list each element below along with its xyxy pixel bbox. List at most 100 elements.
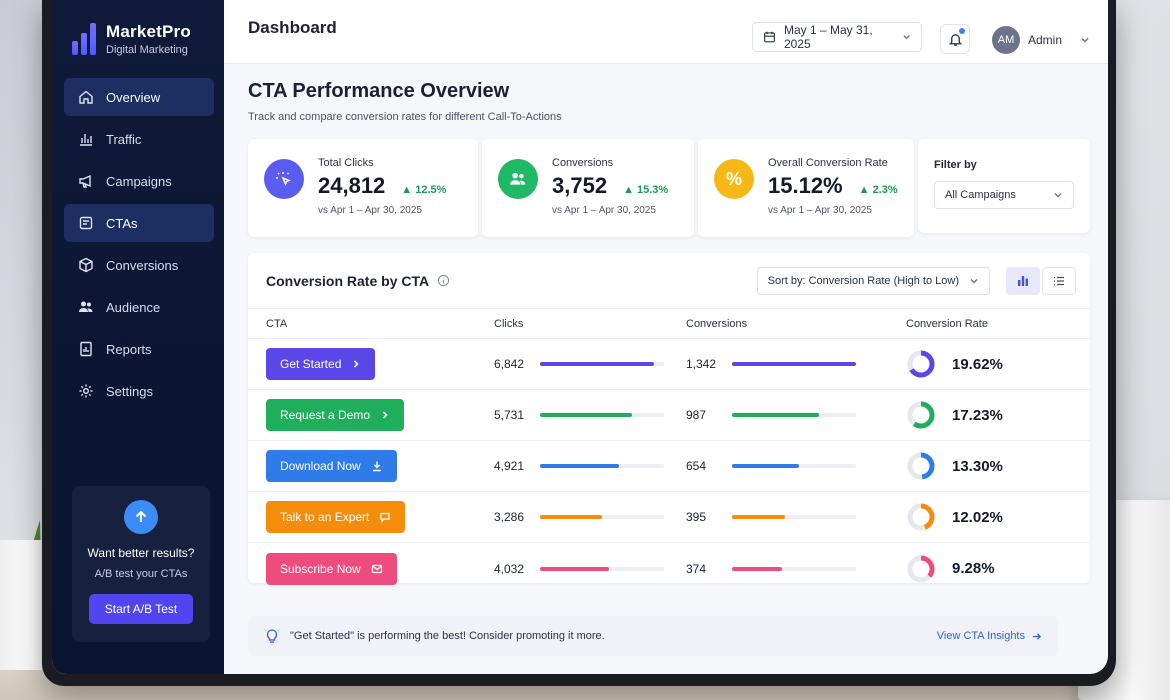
bell-icon	[948, 33, 962, 46]
chevron-down-icon	[1054, 193, 1062, 198]
stat-value: 24,812	[318, 173, 386, 198]
ab-test-promo: Want better results? A/B test your CTAs …	[72, 486, 210, 642]
stat-delta: ▲ 15.3%	[623, 184, 669, 196]
sidebar-item-label: Reports	[106, 341, 152, 357]
sidebar-item-traffic[interactable]: Traffic	[64, 120, 214, 158]
sidebar-nav: Overview Traffic Campaigns CTAs Conversi…	[52, 78, 224, 410]
conversions-value: 395	[686, 510, 707, 524]
cta-button[interactable]: Download Now	[266, 450, 397, 482]
clicks-bar	[540, 515, 664, 519]
sidebar-item-label: Overview	[106, 89, 161, 105]
table-row: Get Started 6,842 1,342 19.62%	[248, 339, 1090, 390]
report-icon	[78, 341, 94, 357]
cta-button[interactable]: Get Started	[266, 348, 376, 380]
arrow-right-icon	[1032, 632, 1042, 640]
stat-label: Conversions	[552, 157, 614, 169]
donut-fill	[907, 350, 935, 378]
chevron-right-icon	[383, 411, 388, 419]
top-bar: Dashboard May 1 – May 31, 2025 AM Admin	[224, 0, 1108, 64]
cursor-click-icon	[264, 159, 304, 199]
conversion-rate-donut	[907, 555, 935, 582]
brand-tagline: Digital Marketing	[106, 44, 188, 56]
users-icon	[498, 159, 538, 199]
table-column-headers: CTA Clicks Conversions Conversion Rate	[248, 309, 1090, 339]
user-menu[interactable]: AM Admin	[992, 26, 1090, 54]
lightbulb-icon	[266, 629, 278, 643]
table-row: Request a Demo 5,731 987 17.23%	[248, 390, 1090, 441]
cta-button[interactable]: Talk to an Expert	[266, 501, 406, 533]
sort-value: Sort by: Conversion Rate (High to Low)	[767, 274, 959, 287]
table-header: Conversion Rate by CTA Sort by: Conversi…	[248, 253, 1090, 309]
sidebar-item-label: Settings	[106, 383, 153, 399]
conversion-rate-donut	[907, 350, 935, 378]
bar-chart-icon	[1018, 275, 1028, 286]
promo-subtitle: A/B test your CTAs	[94, 568, 188, 580]
conversions-bar	[732, 362, 856, 366]
conversions-bar	[732, 464, 856, 468]
promo-title: Want better results?	[87, 546, 195, 560]
conversion-rate-value: 9.28%	[952, 560, 995, 577]
view-cta-insights-link[interactable]: View CTA Insights	[937, 630, 1042, 642]
conversions-bar	[732, 413, 856, 417]
clicks-value: 6,842	[494, 357, 525, 371]
sidebar-item-campaigns[interactable]: Campaigns	[64, 162, 214, 200]
sidebar-item-overview[interactable]: Overview	[64, 78, 214, 116]
brand[interactable]: MarketPro Digital Marketing	[52, 0, 224, 64]
conversions-value: 654	[686, 459, 707, 473]
list-icon	[1054, 276, 1064, 285]
sidebar-item-audience[interactable]: Audience	[64, 288, 214, 326]
stats-row: Total Clicks 24,812 ▲ 12.5% vs Apr 1 – A…	[248, 139, 1090, 237]
gear-icon	[78, 383, 94, 399]
cta-button[interactable]: Subscribe Now	[266, 552, 397, 585]
donut-fill	[907, 401, 935, 429]
sort-select[interactable]: Sort by: Conversion Rate (High to Low)	[756, 266, 990, 295]
notifications-button[interactable]	[940, 24, 970, 54]
campaign-filter-select[interactable]: All Campaigns	[934, 181, 1074, 209]
column-header-conversions: Conversions	[686, 317, 748, 330]
sidebar: MarketPro Digital Marketing Overview Tra…	[52, 0, 224, 674]
filter-value: All Campaigns	[945, 189, 1016, 201]
home-icon	[78, 89, 94, 105]
stat-card-total-clicks: Total Clicks 24,812 ▲ 12.5% vs Apr 1 – A…	[248, 139, 478, 237]
stat-card-conversions: Conversions 3,752 ▲ 15.3% vs Apr 1 – Apr…	[482, 139, 694, 237]
sidebar-item-settings[interactable]: Settings	[64, 372, 214, 410]
sidebar-item-reports[interactable]: Reports	[64, 330, 214, 368]
page-title: CTA Performance Overview	[248, 80, 510, 102]
megaphone-icon	[78, 173, 94, 189]
sidebar-item-label: Audience	[106, 299, 161, 315]
stat-card-overall-conversion-rate: % Overall Conversion Rate 15.12% ▲ 2.3% …	[698, 139, 914, 237]
stat-value: 3,752	[552, 173, 608, 198]
conversion-rate-value: 13.30%	[952, 457, 1003, 475]
info-icon[interactable]	[437, 274, 450, 287]
clicks-value: 4,921	[494, 459, 525, 473]
table-row: Download Now 4,921 654 13.30%	[248, 441, 1090, 492]
column-header-cta: CTA	[266, 317, 288, 330]
cta-icon	[78, 215, 94, 231]
arrow-up-icon	[124, 500, 158, 534]
users-icon	[78, 299, 94, 315]
conversion-rate-donut	[907, 401, 935, 429]
date-range-picker[interactable]: May 1 – May 31, 2025	[752, 22, 922, 52]
conversion-rate-value: 12.02%	[952, 508, 1003, 526]
sidebar-item-conversions[interactable]: Conversions	[64, 246, 214, 284]
notification-dot	[959, 28, 965, 34]
clicks-bar	[540, 464, 664, 468]
cta-button[interactable]: Request a Demo	[266, 399, 405, 431]
sidebar-item-label: Campaigns	[106, 173, 172, 189]
sidebar-item-ctas[interactable]: CTAs	[64, 204, 214, 242]
chart-view-button[interactable]	[1006, 266, 1040, 295]
stat-value: 15.12%	[768, 173, 843, 198]
clicks-bar	[540, 413, 664, 417]
start-ab-test-button[interactable]: Start A/B Test	[88, 594, 194, 624]
view-toggle	[1006, 266, 1076, 295]
box-icon	[78, 257, 94, 273]
conversion-rate-donut	[907, 503, 935, 531]
list-view-button[interactable]	[1042, 266, 1076, 295]
donut-fill	[907, 555, 935, 582]
percent-icon: %	[714, 159, 754, 199]
mail-icon	[371, 564, 382, 573]
clicks-value: 5,731	[494, 408, 525, 422]
avatar: AM	[992, 26, 1020, 54]
conversions-value: 1,342	[686, 357, 717, 371]
table-row: Subscribe Now 4,032 374 9.28%	[248, 543, 1090, 594]
